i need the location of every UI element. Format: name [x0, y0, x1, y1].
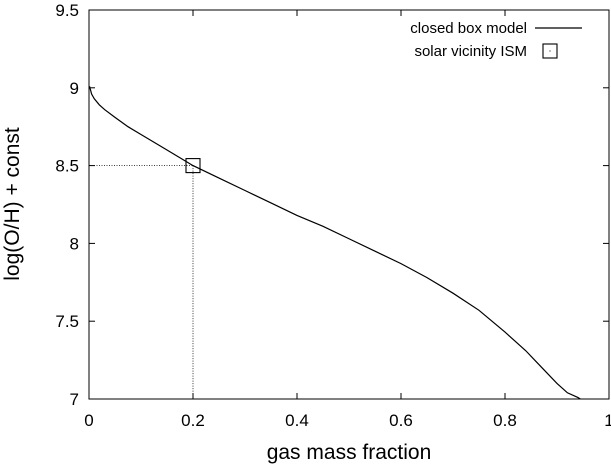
x-axis-label: gas mass fraction [267, 441, 432, 464]
axis-ticks: 0 0.2 0.4 0.6 0.8 1 7 7.5 8 8.5 9 9.5 [55, 1, 611, 430]
x-tick-label: 0.2 [181, 411, 205, 430]
legend-square-swatch [542, 43, 558, 59]
plot-frame [88, 9, 610, 400]
y-tick-label: 8.5 [55, 157, 79, 176]
x-tick-label: 0 [84, 411, 93, 430]
closed-box-model-line [88, 86, 581, 400]
x-tick-label: 1 [604, 411, 611, 430]
y-tick-label: 8 [70, 234, 79, 253]
solar-vicinity-ism-marker [185, 158, 201, 174]
series-group [88, 86, 581, 400]
x-tick-label: 0.8 [493, 411, 517, 430]
y-tick-label: 9.5 [55, 1, 79, 20]
guide-lines [89, 165, 194, 399]
y-tick-label: 7.5 [55, 312, 79, 331]
y-tick-label: 9 [70, 79, 79, 98]
x-tick-label: 0.4 [285, 411, 309, 430]
x-tick-label: 0.6 [389, 411, 413, 430]
y-axis-label: log(O/H) + const [1, 127, 24, 281]
legend-square-center-dot [549, 50, 551, 52]
y-tick-label: 7 [70, 390, 79, 409]
legend: closed box model solar vicinity ISM [410, 20, 582, 60]
legend-label: solar vicinity ISM [414, 43, 527, 60]
legend-label: closed box model [410, 20, 527, 37]
